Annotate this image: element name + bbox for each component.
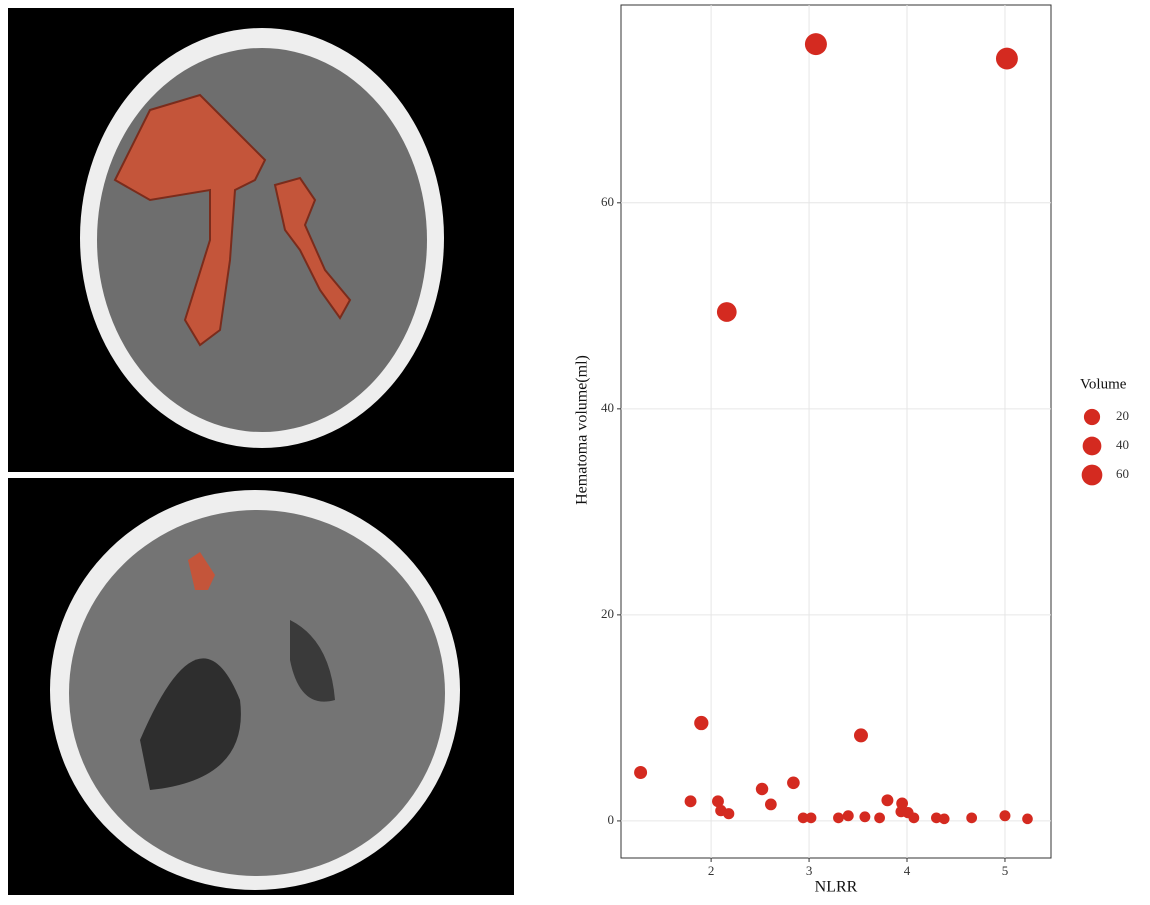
point — [881, 794, 893, 806]
point — [966, 812, 977, 823]
point — [843, 810, 854, 821]
plot-panel — [621, 5, 1051, 858]
point — [634, 766, 647, 779]
point — [874, 812, 885, 823]
point — [908, 812, 919, 823]
y-tick-label: 0 — [608, 812, 615, 827]
point — [717, 302, 737, 322]
x-axis-title: NLRR — [815, 879, 858, 896]
point — [765, 799, 777, 811]
ct-image-bottom — [8, 478, 514, 895]
x-tick-label: 3 — [806, 863, 813, 878]
legend-key — [1082, 465, 1103, 486]
point — [939, 814, 950, 825]
legend-label: 40 — [1116, 437, 1129, 452]
y-tick-label: 60 — [601, 194, 614, 209]
point — [806, 812, 817, 823]
legend-key — [1084, 409, 1100, 425]
legend-key — [1083, 437, 1102, 456]
point — [854, 728, 868, 742]
x-tick-label: 2 — [708, 863, 715, 878]
point — [756, 783, 768, 795]
point — [859, 811, 870, 822]
point — [685, 795, 697, 807]
point — [805, 33, 827, 55]
point — [1022, 814, 1033, 825]
point — [833, 812, 844, 823]
y-tick-label: 40 — [601, 400, 614, 415]
page: {"chart_data": {"type": "scatter", "x_la… — [0, 0, 1150, 905]
figure: NLRR Hematoma volume(ml) 0 20 40 60 2 3 4 5 Volu… — [0, 0, 1150, 900]
point — [787, 776, 800, 789]
y-axis-title: Hematoma volume(ml) — [574, 355, 591, 505]
point — [723, 808, 734, 819]
legend-title: Volume — [1080, 376, 1127, 392]
ct-image-top — [8, 8, 514, 472]
legend-label: 20 — [1116, 408, 1129, 423]
point — [694, 716, 708, 730]
point — [996, 48, 1018, 70]
legend-label: 60 — [1116, 466, 1129, 481]
y-tick-label: 20 — [601, 606, 614, 621]
x-tick-label: 5 — [1002, 863, 1009, 878]
x-tick-label: 4 — [904, 863, 911, 878]
point — [999, 810, 1010, 821]
